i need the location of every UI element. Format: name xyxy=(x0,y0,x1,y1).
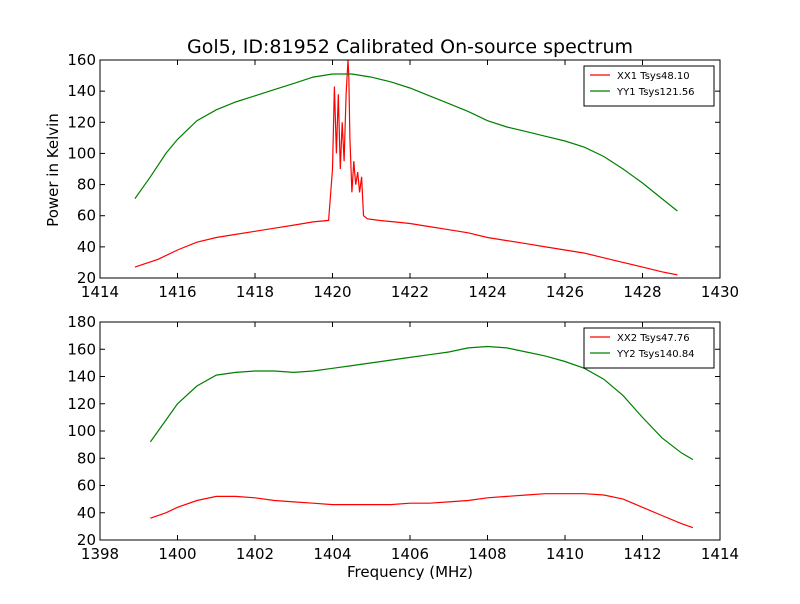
y-tick-label: 140 xyxy=(67,82,96,100)
x-tick-label: 1402 xyxy=(236,545,274,563)
y-tick-label: 120 xyxy=(67,113,96,131)
plot-top: 1414 1416 1418 1420 1422 1424 1426 1428 1430 20 40… xyxy=(67,51,739,301)
legend: XX1 Tsys48.10 YY1 Tsys121.56 xyxy=(583,65,715,107)
x-tick-label: 1408 xyxy=(468,545,506,563)
x-tick-label: 1422 xyxy=(391,283,429,301)
x-tick-label: 1404 xyxy=(313,545,351,563)
y-axis-label: Power in Kelvin xyxy=(44,113,62,227)
x-tick-label: 1406 xyxy=(391,545,429,563)
y-tick-label: 60 xyxy=(77,207,96,225)
x-axis-label: Frequency (MHz) xyxy=(347,563,473,581)
chart-title: Gol5, ID:81952 Calibrated On-source spec… xyxy=(187,36,633,58)
y-tick-label: 180 xyxy=(67,313,96,331)
y-tick-label: 60 xyxy=(77,477,96,495)
y-tick-label: 80 xyxy=(77,176,96,194)
y-tick-label: 160 xyxy=(67,340,96,358)
y-tick-label: 100 xyxy=(67,144,96,162)
series-line-0 xyxy=(150,493,694,529)
x-tick-label: 1424 xyxy=(468,283,506,301)
x-tick-label: 1400 xyxy=(158,545,196,563)
plot-bottom: 1398 1400 1402 1404 1406 1408 1410 1412 1414 20 40… xyxy=(67,313,739,563)
x-tick-label: 1426 xyxy=(546,283,584,301)
y-tick-label: 40 xyxy=(77,504,96,522)
legend-label-0: XX1 Tsys48.10 xyxy=(617,71,690,82)
series-line-1 xyxy=(149,345,694,461)
legend-label-1: YY2 Tsys140.84 xyxy=(616,349,695,360)
x-tick-label: 1414 xyxy=(81,283,119,301)
legend-box xyxy=(583,65,715,107)
x-tick-label: 1412 xyxy=(623,545,661,563)
x-tick-label: 1418 xyxy=(236,283,274,301)
series-line-1 xyxy=(134,73,678,212)
y-tick-label: 20 xyxy=(77,531,96,549)
y-tick-label: 20 xyxy=(77,269,96,287)
y-tick-label: 80 xyxy=(77,449,96,467)
y-tick-label: 40 xyxy=(77,238,96,256)
legend-label-0: XX2 Tsys47.76 xyxy=(617,333,690,344)
x-tick-label: 1398 xyxy=(81,545,119,563)
x-tick-label: 1430 xyxy=(701,283,739,301)
legend-box xyxy=(583,327,715,369)
x-tick-label: 1410 xyxy=(546,545,584,563)
legend: XX2 Tsys47.76 YY2 Tsys140.84 xyxy=(583,327,715,369)
x-tick-label: 1428 xyxy=(623,283,661,301)
x-tick-label: 1416 xyxy=(158,283,196,301)
x-tick-label: 1420 xyxy=(313,283,351,301)
y-tick-label: 120 xyxy=(67,395,96,413)
series-line-0 xyxy=(134,59,678,276)
x-tick-label: 1414 xyxy=(701,545,739,563)
y-tick-label: 160 xyxy=(67,51,96,69)
y-tick-label: 100 xyxy=(67,422,96,440)
legend-label-1: YY1 Tsys121.56 xyxy=(616,87,695,98)
y-tick-label: 140 xyxy=(67,368,96,386)
